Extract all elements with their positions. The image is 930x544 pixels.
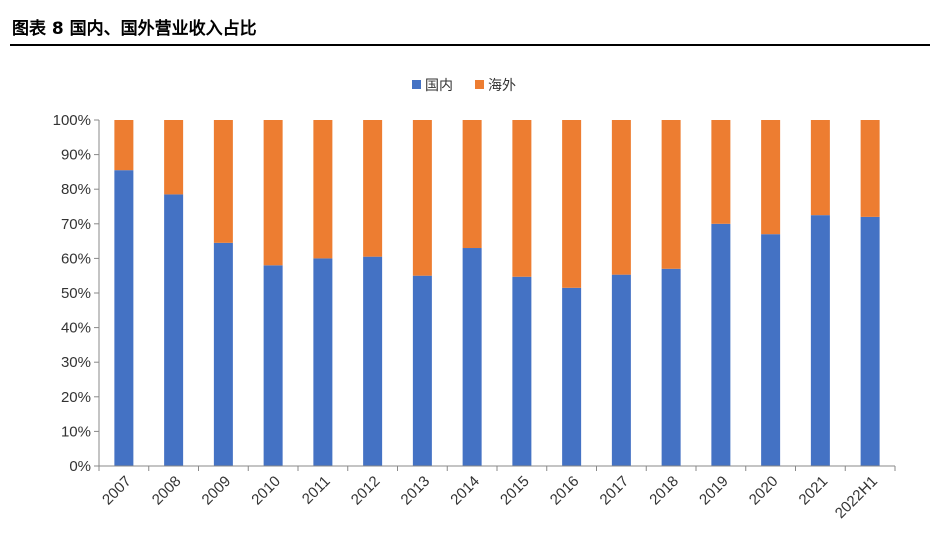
bar-overseas-2021 (810, 120, 830, 216)
x-tick-label: 2017 (597, 473, 633, 509)
bar-overseas-2010 (263, 120, 283, 266)
bar-domestic-2014 (462, 248, 482, 466)
y-tick-label: 0% (69, 458, 91, 475)
y-tick-label: 10% (61, 423, 91, 440)
x-tick-label: 2008 (149, 473, 185, 509)
bar-overseas-2008 (164, 120, 184, 195)
bar-domestic-2017 (611, 274, 631, 466)
bar-overseas-2016 (562, 120, 582, 288)
bar-overseas-2015 (512, 120, 532, 277)
bar-domestic-2016 (562, 287, 582, 466)
x-tick-label: 2018 (646, 473, 682, 509)
x-tick-label: 2020 (746, 473, 782, 509)
bar-domestic-2008 (164, 194, 184, 466)
x-tick-label: 2010 (248, 473, 284, 509)
bar-overseas-2012 (363, 120, 383, 257)
x-tick-label: 2009 (199, 473, 235, 509)
y-tick-label: 80% (61, 181, 91, 198)
y-tick-label: 30% (61, 354, 91, 371)
x-tick-label: 2012 (348, 473, 384, 509)
y-tick-label: 40% (61, 320, 91, 337)
bar-overseas-2013 (412, 120, 432, 276)
title-rule (10, 44, 930, 46)
bar-domestic-2022H1 (860, 216, 880, 466)
bar-domestic-2011 (313, 258, 333, 466)
bar-overseas-2020 (761, 120, 781, 235)
bar-overseas-2009 (213, 120, 233, 243)
figure-title: 图表 8 国内、国外营业收入占比 (12, 19, 257, 39)
bar-domestic-2007 (114, 170, 134, 467)
x-tick-label: 2007 (99, 473, 135, 509)
bar-domestic-2019 (711, 223, 731, 466)
bar-domestic-2009 (213, 242, 233, 466)
legend-label-overseas: 海外 (488, 78, 516, 94)
y-tick-label: 90% (61, 147, 91, 164)
bar-overseas-2018 (661, 120, 681, 269)
legend: 国内 海外 (412, 78, 516, 94)
bar-domestic-2018 (661, 268, 681, 466)
x-tick-label: 2019 (696, 473, 732, 509)
bar-domestic-2010 (263, 265, 283, 466)
x-tick-label: 2014 (447, 473, 483, 509)
x-tick-label: 2011 (299, 473, 334, 508)
x-tick-label: 2015 (497, 473, 533, 509)
bar-overseas-2007 (114, 120, 134, 171)
y-tick-label: 20% (61, 389, 91, 406)
bar-domestic-2021 (810, 215, 830, 466)
bar-domestic-2012 (363, 256, 383, 466)
bar-overseas-2019 (711, 120, 731, 224)
bar-overseas-2014 (462, 120, 482, 249)
bar-domestic-2020 (761, 234, 781, 466)
x-tick-label: 2022H1 (832, 473, 881, 522)
bar-overseas-2011 (313, 120, 333, 259)
y-tick-label: 50% (61, 285, 91, 302)
x-tick-label: 2013 (398, 473, 434, 509)
bar-overseas-2017 (611, 120, 631, 275)
x-tick-label: 2016 (547, 473, 583, 509)
bar-overseas-2022H1 (860, 120, 880, 217)
legend-swatch-domestic (412, 80, 421, 89)
legend-label-domestic: 国内 (425, 78, 453, 94)
y-tick-label: 100% (53, 112, 91, 129)
bar-domestic-2015 (512, 276, 532, 466)
y-tick-label: 60% (61, 250, 91, 267)
bar-domestic-2013 (412, 275, 432, 466)
x-tick-label: 2021 (796, 473, 832, 509)
legend-swatch-overseas (475, 80, 484, 89)
y-tick-label: 70% (61, 216, 91, 233)
